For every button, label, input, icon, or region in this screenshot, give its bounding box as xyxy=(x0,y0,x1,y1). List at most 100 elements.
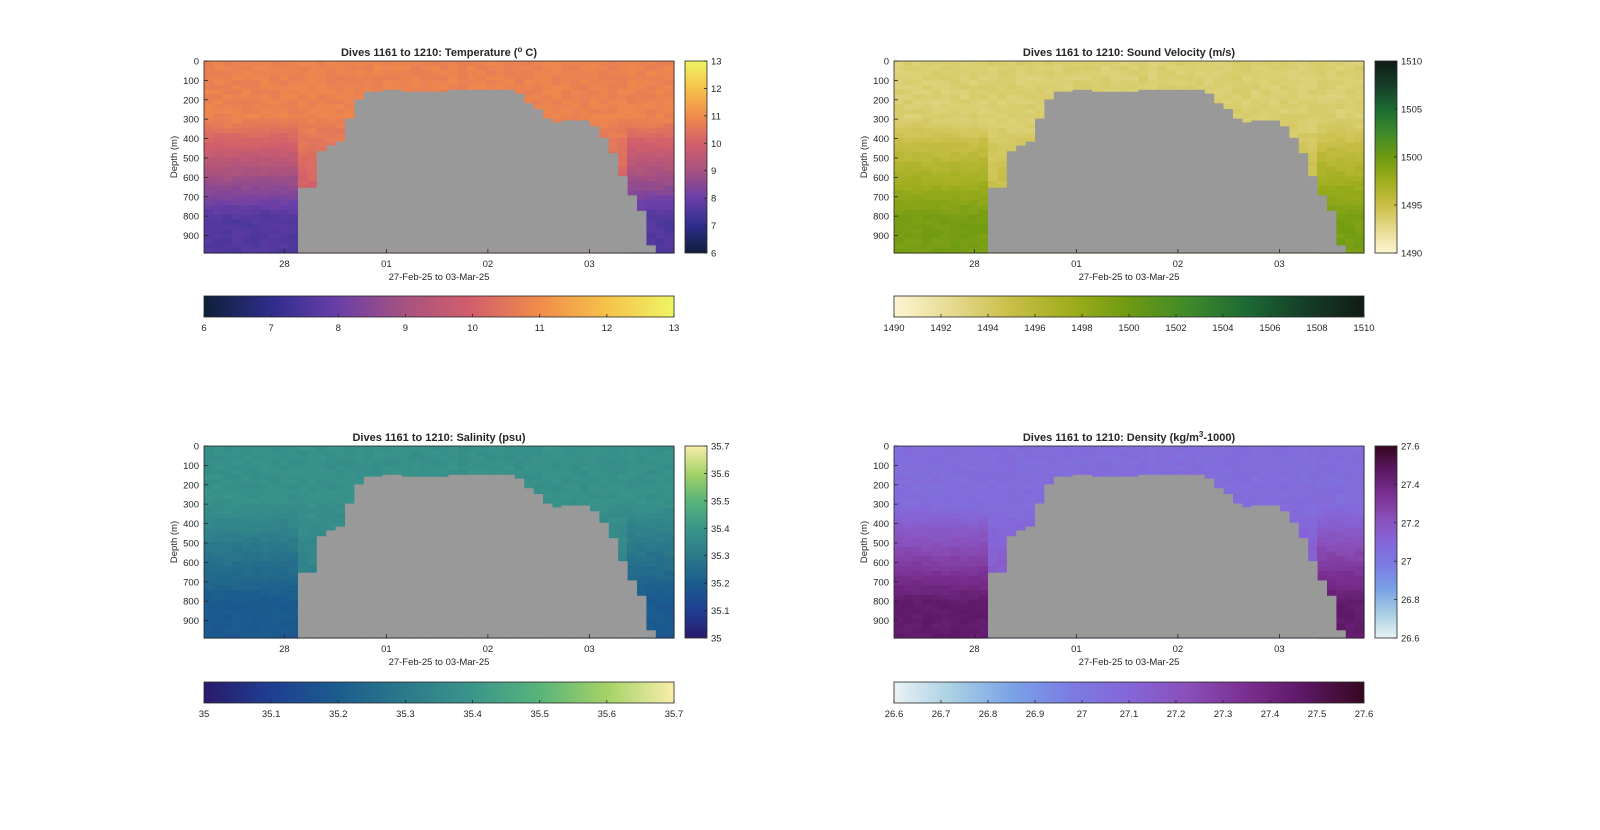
h-colorbar-tick-label: 10 xyxy=(467,323,478,334)
y-tick-label: 0 xyxy=(194,442,199,453)
y-tick-label: 400 xyxy=(873,134,889,145)
colorbar-tick-label: 27.6 xyxy=(1401,442,1420,453)
panel-title: Dives 1161 to 1210: Salinity (psu) xyxy=(352,432,525,444)
colorbar-tick-label: 7 xyxy=(711,221,716,232)
title-text: Dives 1161 to 1210: Temperature ( xyxy=(341,47,518,59)
x-tick-label: 03 xyxy=(584,259,595,270)
y-tick-label: 900 xyxy=(873,231,889,242)
h-colorbar-tick-label: 1494 xyxy=(977,323,998,334)
colorbar-tick-label: 27 xyxy=(1401,557,1412,568)
y-tick-label: 800 xyxy=(183,597,199,608)
y-tick-label: 500 xyxy=(183,153,199,164)
y-tick-label: 800 xyxy=(183,212,199,223)
x-axis-label: 27-Feb-25 to 03-Mar-25 xyxy=(389,272,490,283)
panel-title: Dives 1161 to 1210: Density (kg/m3-1000) xyxy=(1023,430,1236,444)
colorbar-tick-label: 35.1 xyxy=(711,606,730,617)
colorbar-tick-label: 8 xyxy=(711,194,716,205)
h-colorbar-tick-label: 1490 xyxy=(883,323,904,334)
colorbar-tick-label: 10 xyxy=(711,139,722,150)
y-tick-label: 700 xyxy=(183,577,199,588)
y-tick-label: 600 xyxy=(873,558,889,569)
panel-sound-velocity: 0 100 200 300 400 500 600 700 800 900 28 01 02 03 27-F… xyxy=(859,47,1422,334)
colorbar-tick-label: 12 xyxy=(711,84,722,95)
x-tick-label: 28 xyxy=(969,644,980,655)
h-colorbar-tick-label: 8 xyxy=(336,323,341,334)
land-mask xyxy=(988,474,1346,639)
x-tick-label: 02 xyxy=(483,259,494,270)
x-tick-label: 02 xyxy=(1173,259,1184,270)
y-tick-label: 700 xyxy=(873,577,889,588)
y-tick-label: 300 xyxy=(183,115,199,126)
colorbar-tick-label: 1495 xyxy=(1401,201,1422,212)
y-tick-label: 300 xyxy=(873,115,889,126)
x-tick-label: 28 xyxy=(279,259,290,270)
h-colorbar-tick-label: 7 xyxy=(268,323,273,334)
plot-frame xyxy=(893,60,1365,254)
y-tick-label: 900 xyxy=(183,231,199,242)
h-colorbar-tick-label: 1510 xyxy=(1353,323,1374,334)
colorbar-tick-label: 27.4 xyxy=(1401,480,1420,491)
colorbar-tick-label: 35.3 xyxy=(711,551,730,562)
y-tick-label: 200 xyxy=(183,480,199,491)
h-colorbar-tick-label: 13 xyxy=(669,323,680,334)
h-colorbar-tick-label: 27.3 xyxy=(1214,709,1233,720)
colorbar-tick-label: 9 xyxy=(711,166,716,177)
x-tick-label: 01 xyxy=(1071,644,1082,655)
h-colorbar-tick-label: 35.7 xyxy=(665,709,684,720)
x-tick-label: 01 xyxy=(1071,259,1082,270)
colorbar-tick-label: 11 xyxy=(711,111,721,122)
panel-salinity: 0 100 200 300 400 500 600 700 800 900 28 01 02 03 27-F… xyxy=(169,432,730,720)
h-colorbar-tick-label: 11 xyxy=(535,323,545,334)
colorbar-tick-label: 35.7 xyxy=(711,442,730,453)
colorbar-tick-label: 35.5 xyxy=(711,496,730,507)
h-colorbar-tick-label: 35 xyxy=(199,709,210,720)
plot-frame xyxy=(203,60,675,254)
x-tick-label: 28 xyxy=(969,259,980,270)
h-colorbar-tick-label: 1504 xyxy=(1212,323,1233,334)
y-tick-label: 100 xyxy=(183,76,199,87)
vertical-colorbar xyxy=(684,445,708,639)
y-tick-label: 900 xyxy=(183,616,199,627)
h-colorbar-tick-label: 6 xyxy=(201,323,206,334)
vertical-colorbar xyxy=(684,60,708,254)
h-colorbar-tick-label: 27.4 xyxy=(1261,709,1280,720)
horizontal-colorbar xyxy=(893,295,1365,318)
y-tick-label: 400 xyxy=(183,134,199,145)
colorbar-tick-label: 35.6 xyxy=(711,469,730,480)
h-colorbar-tick-label: 26.8 xyxy=(979,709,998,720)
colorbar-tick-label: 35 xyxy=(711,634,722,645)
x-tick-label: 02 xyxy=(483,644,494,655)
h-colorbar-tick-label: 26.9 xyxy=(1026,709,1045,720)
colorbar-tick-label: 35.2 xyxy=(711,579,730,590)
x-axis-label: 27-Feb-25 to 03-Mar-25 xyxy=(1079,657,1180,668)
h-colorbar-tick-label: 26.6 xyxy=(885,709,904,720)
y-tick-label: 100 xyxy=(873,76,889,87)
plot-frame xyxy=(203,445,675,639)
y-axis-label: Depth (m) xyxy=(859,521,870,563)
colorbar-tick-label: 1490 xyxy=(1401,249,1422,260)
plot-frame xyxy=(893,445,1365,639)
y-axis-label: Depth (m) xyxy=(859,136,870,178)
panel-temperature: 0 100 200 300 400 500 600 700 800 900 28 01 02 03 27-F… xyxy=(169,45,722,334)
x-axis-label: 27-Feb-25 to 03-Mar-25 xyxy=(1079,272,1180,283)
y-tick-label: 0 xyxy=(884,57,889,68)
h-colorbar-tick-label: 12 xyxy=(602,323,613,334)
colorbar-tick-label: 1500 xyxy=(1401,153,1422,164)
y-tick-label: 500 xyxy=(873,538,889,549)
title-suffix: C) xyxy=(522,47,537,59)
y-tick-label: 100 xyxy=(873,461,889,472)
title-superscript: 3 xyxy=(1199,430,1204,439)
h-colorbar-tick-label: 35.3 xyxy=(396,709,415,720)
y-tick-label: 600 xyxy=(183,558,199,569)
y-tick-label: 200 xyxy=(183,95,199,106)
h-colorbar-tick-label: 26.7 xyxy=(932,709,951,720)
vertical-colorbar xyxy=(1374,445,1398,639)
horizontal-colorbar xyxy=(203,295,675,318)
horizontal-colorbar xyxy=(203,681,675,704)
colorbar-tick-label: 1505 xyxy=(1401,105,1422,116)
x-tick-label: 03 xyxy=(1274,644,1285,655)
x-tick-label: 03 xyxy=(584,644,595,655)
h-colorbar-tick-label: 1502 xyxy=(1165,323,1186,334)
y-tick-label: 700 xyxy=(873,192,889,203)
